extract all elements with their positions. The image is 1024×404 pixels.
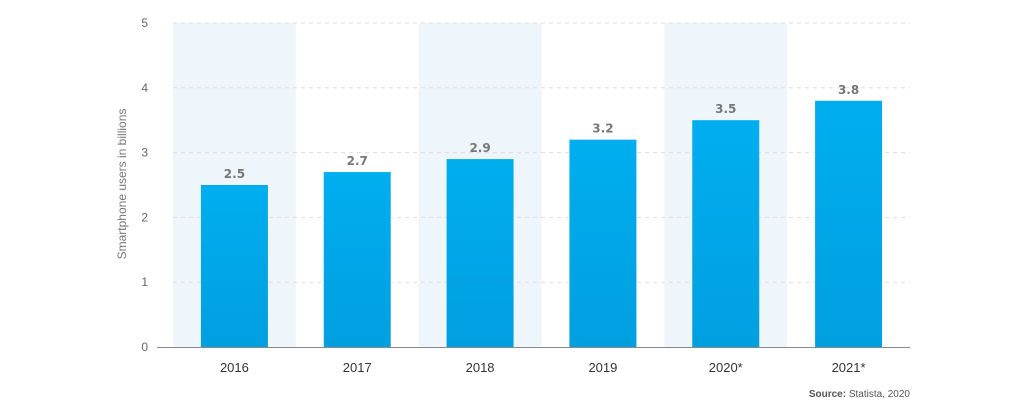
bar (692, 120, 760, 347)
y-tick-label: 4 (141, 81, 148, 95)
y-tick-label: 5 (141, 16, 148, 30)
data-label: 3.2 (592, 122, 613, 136)
data-label: 2.9 (469, 141, 490, 155)
bar (200, 185, 268, 347)
y-tick-label: 2 (141, 210, 148, 224)
source-text: Statista, 2020 (848, 389, 910, 400)
source-note: Source: Statista, 2020 (809, 389, 910, 400)
source-label: Source: (808, 389, 847, 400)
x-tick-label: 2020* (709, 360, 743, 375)
y-tick-label: 0 (141, 340, 148, 354)
bar (323, 172, 391, 347)
data-label: 2.7 (347, 154, 368, 168)
x-tick-label: 2019 (588, 360, 617, 375)
data-label: 3.8 (838, 83, 859, 97)
x-tick-label: 2018 (466, 360, 495, 375)
y-axis-label: Smartphone users in billions (115, 109, 129, 260)
x-tick-label: 2016 (220, 360, 249, 375)
bar (446, 159, 514, 347)
y-tick-label: 1 (141, 275, 148, 289)
data-label: 2.5 (224, 167, 245, 181)
bar (569, 139, 637, 347)
x-tick-label: 2017 (343, 360, 372, 375)
bar (815, 100, 883, 347)
data-label: 3.5 (715, 102, 736, 116)
x-tick-label: 2021* (832, 360, 866, 375)
y-tick-label: 3 (141, 146, 148, 160)
